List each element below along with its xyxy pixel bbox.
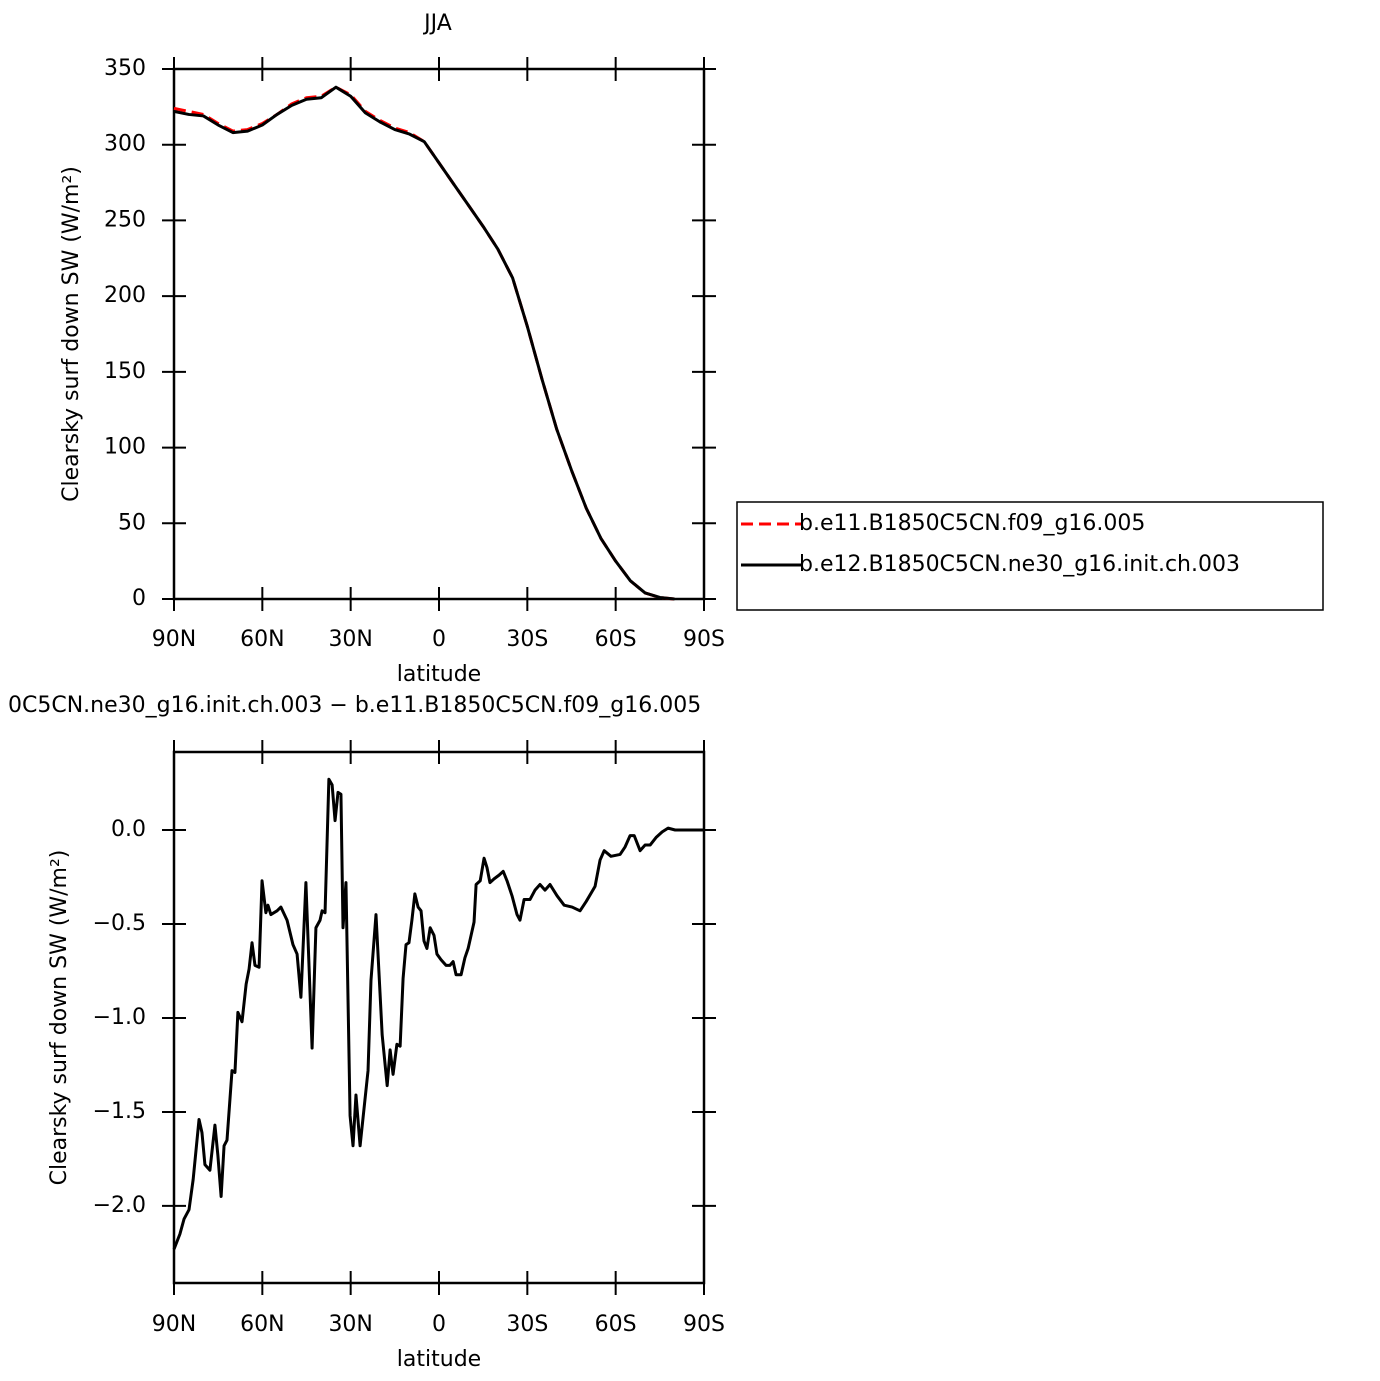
y-tick-label: −1.5 [93,1099,146,1124]
y-tick-label: 0 [132,586,146,611]
y-tick-label: 300 [104,132,146,157]
y-axis-label: Clearsky surf down SW (W/m²) [59,166,84,502]
data-line [173,85,675,601]
y-tick-label: −2.0 [93,1193,146,1218]
x-axis-label: latitude [397,662,481,687]
x-tick-label: 60S [595,1312,637,1337]
x-axis-label: latitude [397,1347,481,1372]
legend-label: b.e11.B1850C5CN.f09_g16.005 [799,511,1145,536]
x-tick-label: 30N [328,627,372,652]
y-tick-label: 150 [104,359,146,384]
y-tick-label: 50 [118,510,146,535]
data-line [172,777,704,1250]
y-tick-label: 250 [104,207,146,232]
x-tick-label: 90S [683,1312,725,1337]
y-tick-label: 200 [104,283,146,308]
chart-title: JJA [422,11,452,36]
x-tick-label: 0 [432,627,446,652]
x-tick-label: 90S [683,627,725,652]
legend-label: b.e12.B1850C5CN.ne30_g16.init.ch.003 [799,552,1240,577]
y-axis-label: Clearsky surf down SW (W/m²) [47,850,72,1186]
y-tick-label: 350 [104,56,146,81]
x-tick-label: 30S [506,627,548,652]
y-tick-label: 100 [104,435,146,460]
x-tick-label: 90N [152,1312,196,1337]
x-tick-label: 30S [506,1312,548,1337]
plot-frame [172,750,706,1285]
y-tick-label: 0.0 [111,817,146,842]
data-line [173,85,675,601]
x-tick-label: 60N [240,1312,284,1337]
y-tick-label: −1.0 [93,1005,146,1030]
y-tick-label: −0.5 [93,911,146,936]
x-tick-label: 60N [240,627,284,652]
plot-frame [172,67,706,601]
chart-title: 0C5CN.ne30_g16.init.ch.003 − b.e11.B1850… [8,693,701,718]
x-tick-label: 90N [152,627,196,652]
x-tick-label: 30N [328,1312,372,1337]
legend-box [736,501,1324,611]
x-tick-label: 0 [432,1312,446,1337]
x-tick-label: 60S [595,627,637,652]
